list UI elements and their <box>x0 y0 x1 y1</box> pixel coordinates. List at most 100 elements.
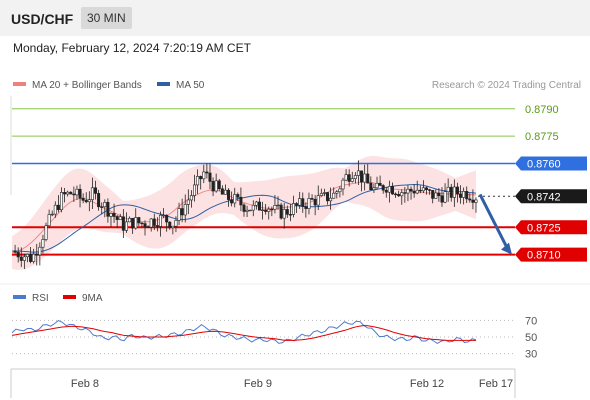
candle-body <box>177 208 181 221</box>
candle-body <box>115 216 119 220</box>
candle-body <box>415 189 419 194</box>
candle-body <box>462 191 466 198</box>
candle-body <box>32 253 36 262</box>
candle-body <box>211 181 215 192</box>
rsi-label: RSI <box>32 293 49 304</box>
candle-body <box>59 192 63 211</box>
candle-body <box>75 188 79 196</box>
candle-body <box>307 198 311 209</box>
level-label-0.8775: 0.8775 <box>525 131 559 143</box>
candle-body <box>131 217 135 229</box>
candle-body <box>335 191 339 194</box>
candle-body <box>316 195 320 206</box>
level-label-0.8790: 0.8790 <box>525 104 559 116</box>
candle-body <box>338 188 342 193</box>
candle-body <box>109 213 113 217</box>
symbol-label: USD/CHF <box>11 11 74 27</box>
x-tick-label: Feb 17 <box>479 378 513 390</box>
candle-body <box>474 199 478 203</box>
level-label-0.8760: 0.8760 <box>527 158 561 170</box>
candle-body <box>155 225 159 227</box>
legend-ma20: MA 20 + Bollinger Bands <box>13 80 142 91</box>
candle-body <box>124 221 128 231</box>
candle-body <box>449 186 453 198</box>
candle-body <box>431 190 435 199</box>
candle-body <box>326 192 330 202</box>
candle-body <box>223 189 227 195</box>
candle-body <box>264 209 268 212</box>
rsi-tick-label: 70 <box>525 315 537 327</box>
legend-9ma: 9MA <box>63 293 103 304</box>
candle-body <box>329 197 333 202</box>
candle-body <box>366 173 370 184</box>
candle-body <box>44 225 48 240</box>
candle-body <box>248 209 252 212</box>
candle-body <box>273 205 277 210</box>
candle-body <box>332 192 336 199</box>
9ma-swatch <box>63 295 76 300</box>
candle-body <box>452 186 456 198</box>
candle-body <box>418 189 422 192</box>
candle-body <box>443 191 447 203</box>
ma50-line <box>11 184 477 253</box>
ma20-label: MA 20 + Bollinger Bands <box>32 80 142 91</box>
candle-body <box>313 198 317 206</box>
candle-body <box>189 195 193 201</box>
candle-body <box>137 217 141 224</box>
timeframe-button[interactable]: 30 MIN <box>81 7 132 29</box>
candle-body <box>13 250 17 253</box>
date-time: Monday, February 12, 2024 7:20:19 AM CET <box>13 41 251 55</box>
candle-body <box>406 188 410 194</box>
9ma-label: 9MA <box>82 293 103 304</box>
rsi-tick-label: 50 <box>525 332 537 344</box>
candle-body <box>217 180 221 190</box>
candle-body <box>353 175 357 179</box>
candle-body <box>465 191 469 200</box>
candle-body <box>363 173 367 183</box>
candle-body <box>242 204 246 212</box>
candle-body <box>97 193 101 208</box>
credit-text: Research © 2024 Trading Central <box>431 80 581 91</box>
candle-body <box>38 246 42 256</box>
candle-body <box>270 208 274 211</box>
ma50-swatch <box>157 82 170 87</box>
forecast-arrow-head <box>501 242 512 255</box>
x-tick-label: Feb 8 <box>71 378 99 390</box>
ma20-swatch <box>13 82 26 87</box>
candle-body <box>199 176 203 180</box>
candle-body <box>100 206 104 208</box>
candle-body <box>369 182 373 191</box>
candle-body <box>344 174 348 181</box>
candle-body <box>53 204 57 215</box>
candle-body <box>261 209 265 212</box>
candle-body <box>183 204 187 216</box>
candle-body <box>165 214 169 223</box>
candle-body <box>257 201 261 211</box>
ma50-label: MA 50 <box>176 80 205 91</box>
candle-body <box>196 176 200 186</box>
rsi-tick-label: 30 <box>525 349 537 361</box>
candle-body <box>403 192 407 194</box>
candle-body <box>84 200 88 203</box>
candle-body <box>41 239 45 248</box>
candle-body <box>149 218 153 228</box>
candle-body <box>425 187 429 190</box>
candle-body <box>47 214 51 227</box>
candle-body <box>140 222 144 225</box>
candle-body <box>291 203 295 215</box>
candle-body <box>400 192 404 197</box>
candle-body <box>202 171 206 180</box>
candle-body <box>381 185 385 191</box>
candle-body <box>78 188 82 199</box>
candle-body <box>25 253 29 258</box>
candle-body <box>90 187 94 200</box>
legend-ma50: MA 50 <box>157 80 204 91</box>
candle-body <box>319 193 323 196</box>
candle-body <box>378 182 382 186</box>
candle-body <box>428 189 432 191</box>
candle-body <box>254 201 258 206</box>
candle-body <box>193 184 197 196</box>
candle-body <box>69 191 73 195</box>
candle-body <box>409 188 413 192</box>
